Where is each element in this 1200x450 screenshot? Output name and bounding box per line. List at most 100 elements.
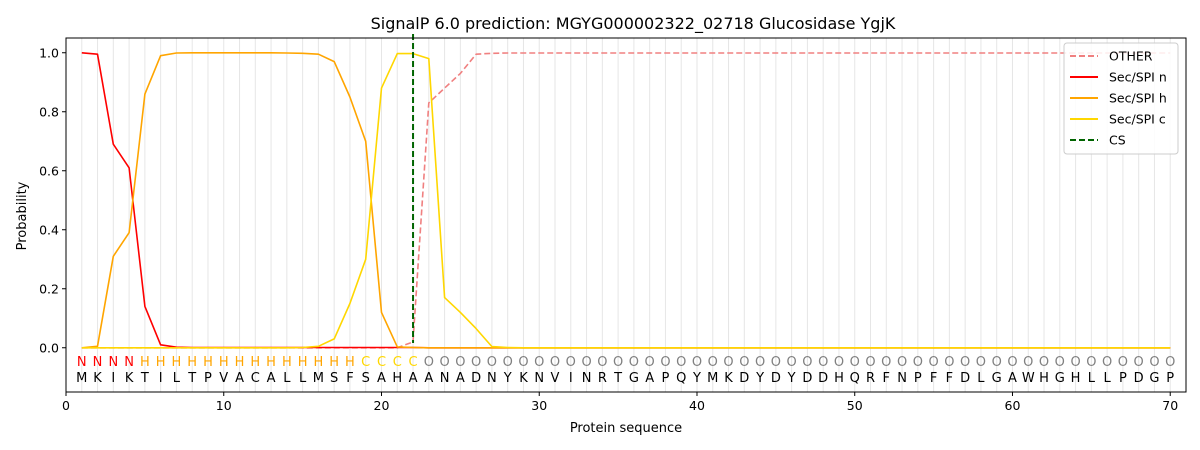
region-label: O: [534, 355, 544, 370]
legend-entry: Sec/SPI c: [1109, 112, 1166, 127]
region-label: O: [787, 355, 797, 370]
residue-label: H: [392, 371, 402, 386]
y-tick-label: 0.0: [39, 340, 59, 355]
legend-box: [1063, 42, 1179, 155]
residue-label: A: [235, 371, 244, 386]
region-label: O: [1165, 355, 1175, 370]
residue-label: R: [866, 371, 875, 386]
region-label: O: [944, 355, 954, 370]
region-label: O: [613, 355, 623, 370]
residue-label: H: [1071, 371, 1081, 386]
y-tick-label: 0.4: [39, 222, 59, 237]
residue-label: A: [409, 371, 418, 386]
residue-label: M: [76, 371, 87, 386]
region-label: O: [503, 355, 513, 370]
residue-label: R: [598, 371, 607, 386]
x-tick-label: 10: [216, 398, 232, 413]
residue-label: Q: [850, 371, 860, 386]
residue-label: C: [251, 371, 260, 386]
residue-label: L: [1104, 371, 1112, 386]
residue-label: P: [1166, 371, 1174, 386]
residue-label: L: [173, 371, 181, 386]
region-label: O: [676, 355, 686, 370]
region-label: O: [865, 355, 875, 370]
axes-frame: [65, 37, 1187, 393]
plot-area: [66, 38, 1186, 392]
region-label: C: [393, 355, 402, 370]
x-tick-label: 20: [374, 398, 390, 413]
residue-label: Q: [676, 371, 686, 386]
residue-label: A: [645, 371, 654, 386]
region-label: O: [881, 355, 891, 370]
residue-label: K: [125, 371, 134, 386]
residue-label: I: [569, 371, 573, 386]
residue-label: F: [946, 371, 953, 386]
region-label: O: [1149, 355, 1159, 370]
residue-label: L: [299, 371, 307, 386]
region-label: N: [108, 355, 118, 370]
region-label: O: [771, 355, 781, 370]
residue-label: T: [140, 371, 149, 386]
region-label: O: [566, 355, 576, 370]
region-label: H: [250, 355, 260, 370]
legend-entry: Sec/SPI n: [1109, 70, 1167, 85]
residue-label: D: [471, 371, 481, 386]
residue-label: D: [802, 371, 812, 386]
region-label: O: [739, 355, 749, 370]
residue-label: G: [992, 371, 1002, 386]
region-label: O: [850, 355, 860, 370]
region-label: O: [913, 355, 923, 370]
x-tick-label: 50: [847, 398, 863, 413]
residue-label: N: [534, 371, 544, 386]
residue-label: K: [93, 371, 102, 386]
y-tick-label: 0.2: [39, 281, 59, 296]
region-label: O: [708, 355, 718, 370]
region-label: O: [976, 355, 986, 370]
region-label: O: [897, 355, 907, 370]
region-label: N: [124, 355, 134, 370]
x-tick-label: 30: [531, 398, 547, 413]
chart-title: SignalP 6.0 prediction: MGYG000002322_02…: [371, 14, 896, 34]
series-layer: [81, 34, 1171, 349]
region-label: O: [1134, 355, 1144, 370]
region-label: N: [93, 355, 103, 370]
region-label: O: [1086, 355, 1096, 370]
region-label: O: [439, 355, 449, 370]
residue-label: K: [724, 371, 733, 386]
residue-label: A: [1008, 371, 1017, 386]
region-label: H: [235, 355, 245, 370]
region-label: O: [1070, 355, 1080, 370]
region-label: H: [282, 355, 292, 370]
residue-label: N: [897, 371, 907, 386]
region-label: O: [755, 355, 765, 370]
region-label: O: [802, 355, 812, 370]
region-label: O: [1118, 355, 1128, 370]
residue-label: D: [771, 371, 781, 386]
region-label: C: [409, 355, 418, 370]
axes: 0 10 20 30 40 50 60 70 0.0 0.2 0.4 0.6 0.8 1.0: [39, 37, 1187, 413]
residue-label: H: [834, 371, 844, 386]
region-label: O: [992, 355, 1002, 370]
residue-label: P: [1119, 371, 1127, 386]
legend-entry: CS: [1109, 133, 1126, 148]
region-label: C: [377, 355, 386, 370]
residue-label: D: [818, 371, 828, 386]
region-label: O: [1007, 355, 1017, 370]
residue-label: Y: [787, 371, 796, 386]
residue-label: V: [551, 371, 560, 386]
region-label: O: [692, 355, 702, 370]
region-label: O: [1023, 355, 1033, 370]
region-label: H: [314, 355, 324, 370]
plot-background: [66, 38, 1186, 392]
position-gridlines: [81, 38, 1171, 392]
region-label: H: [187, 355, 197, 370]
region-label: O: [1055, 355, 1065, 370]
residue-label: L: [977, 371, 985, 386]
x-tick-label: 70: [1162, 398, 1178, 413]
residue-label: G: [629, 371, 639, 386]
residue-label: F: [883, 371, 890, 386]
region-label: H: [329, 355, 339, 370]
region-label: H: [345, 355, 355, 370]
region-label: O: [487, 355, 497, 370]
